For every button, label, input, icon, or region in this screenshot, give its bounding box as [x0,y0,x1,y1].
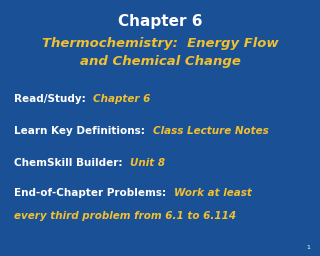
Text: Read/Study:: Read/Study: [14,93,93,104]
Text: 1: 1 [307,244,310,250]
Text: Chapter 6: Chapter 6 [93,93,151,104]
Text: Learn Key Definitions:: Learn Key Definitions: [14,125,153,136]
Text: End-of-Chapter Problems:: End-of-Chapter Problems: [14,188,174,198]
Text: Work at least: Work at least [174,188,252,198]
Text: Thermochemistry:  Energy Flow
and Chemical Change: Thermochemistry: Energy Flow and Chemica… [42,37,278,68]
Text: every third problem from 6.1 to 6.114: every third problem from 6.1 to 6.114 [14,211,236,221]
Text: ChemSkill Builder:: ChemSkill Builder: [14,157,130,168]
Text: Chapter 6: Chapter 6 [118,14,202,29]
Text: Unit 8: Unit 8 [130,157,165,168]
Text: Class Lecture Notes: Class Lecture Notes [153,125,268,136]
